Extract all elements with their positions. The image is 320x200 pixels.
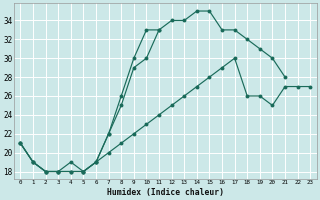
X-axis label: Humidex (Indice chaleur): Humidex (Indice chaleur) bbox=[107, 188, 224, 197]
